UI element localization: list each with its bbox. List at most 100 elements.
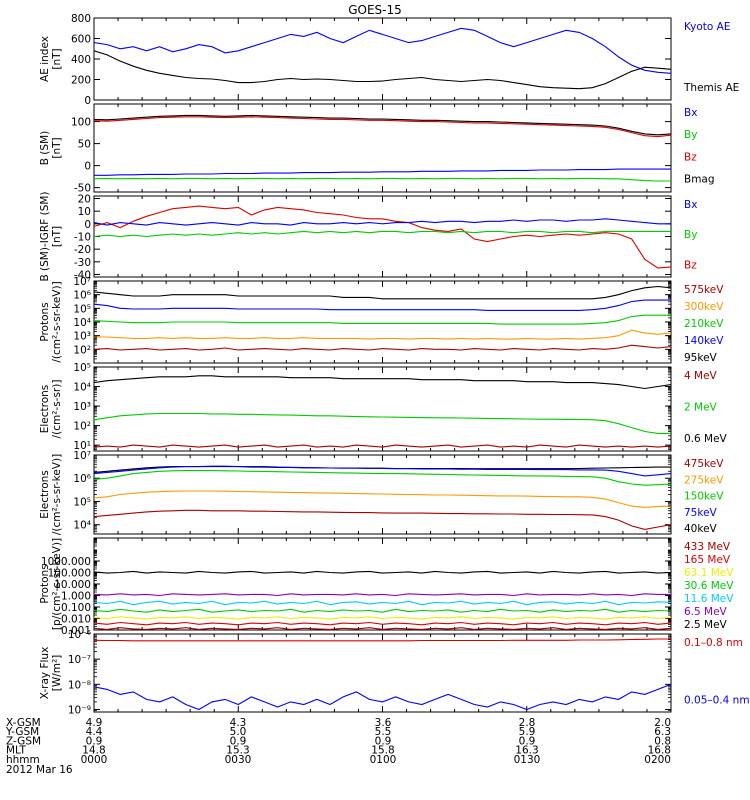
series-line-2-mev <box>94 412 671 434</box>
y-tick-label: 10² <box>73 421 91 433</box>
series-line-bz <box>94 116 671 138</box>
series-line-11-6-mev <box>94 600 671 606</box>
legend-entry: 40keV <box>684 523 718 535</box>
panel-frame <box>93 17 672 101</box>
legend-entry: 165 MeV <box>684 554 731 566</box>
series-line-bmag <box>94 114 671 136</box>
series-line-0-6-mev <box>94 375 671 390</box>
y-axis-label: AE index <box>39 36 51 82</box>
footer-value: 4.9 <box>86 717 103 729</box>
series-line-bx <box>94 218 671 226</box>
y-tick-label: 10³ <box>73 331 91 343</box>
footer-row-label: Z-GSM <box>6 735 41 747</box>
y-axis-label: [nT] <box>51 137 63 158</box>
series-line-150kev <box>94 470 671 486</box>
y-tick-label: 10 <box>78 206 91 218</box>
series-line-575kev <box>94 344 671 351</box>
legend-entry: Kyoto AE <box>684 21 730 33</box>
series-line-2-5-mev <box>94 570 671 574</box>
panel-bsm: -50 0 50 100 B (SM) [nT] Bx By Bz Bmag <box>39 103 715 195</box>
legend-entry: 0.05–0.4 nm <box>684 695 750 707</box>
y-tick-label: -30 <box>74 257 91 269</box>
footer-value: 15.8 <box>371 745 394 757</box>
series-line-6-5-mev <box>94 593 671 597</box>
panel-protons2: 0.0010.0100.1001.00010.000100.0001000.00… <box>39 537 734 637</box>
series-line-4-mev <box>94 444 671 448</box>
footer-value: 5.9 <box>519 726 536 738</box>
legend-entry: 575keV <box>684 284 724 296</box>
y-tick-label: -50 <box>74 183 91 195</box>
y-tick-label: 1000.000 <box>41 556 91 568</box>
legend-entry: 0.6 MeV <box>684 433 728 445</box>
y-tick-label: -40 <box>74 269 91 281</box>
panel-frame <box>93 366 672 452</box>
y-axis-label: [nT] <box>51 226 63 247</box>
legend-entry: 4 MeV <box>684 370 718 382</box>
y-tick-label: 10⁴ <box>73 520 91 532</box>
legend-entry: 6.5 MeV <box>684 606 728 618</box>
legend-entry: 275keV <box>684 474 724 486</box>
panel-xray: 10⁻⁹ 10⁻⁸ 10⁻⁷ 10⁻⁶ X-ray Flux [W/m²] 0.1–0.8 … <box>39 629 750 716</box>
y-tick-label: 10⁵ <box>73 362 91 374</box>
series-line-kyoto-ae <box>94 27 671 74</box>
y-tick-label: 1.000 <box>61 591 91 603</box>
y-tick-label: 0.100 <box>61 602 91 614</box>
series-line-0-1-0-8-nm <box>94 638 671 642</box>
footer-row-label: X-GSM <box>6 717 41 729</box>
panel-electrons2: 10⁴ 10⁵ 10⁶ 10⁷ Electrons/(cm²-s-sr-keV)] 475… <box>39 450 724 535</box>
footer-value: 0.8 <box>654 735 671 747</box>
y-axis-label: B (SM)-IGRF (SM) <box>39 191 51 281</box>
y-tick-label: 0.001 <box>61 625 91 637</box>
y-axis-label: /(cm²-s-sr)] <box>51 380 63 439</box>
y-tick-label: 10⁶ <box>73 290 91 302</box>
legend-entry: 75keV <box>684 507 718 519</box>
plot-title: GOES-15 <box>348 3 402 17</box>
series-line-by <box>94 177 671 182</box>
y-axis-label: Protons <box>39 564 51 603</box>
y-tick-label: 20 <box>78 194 91 206</box>
y-axis-label: [nT] <box>51 48 63 69</box>
series-line-63-1-mev <box>94 616 671 620</box>
legend-entry: By <box>684 129 697 141</box>
y-tick-label: 10⁻⁸ <box>68 679 91 691</box>
series-line-themis-ae <box>94 50 671 90</box>
footer-value: 3.6 <box>375 717 392 729</box>
y-tick-label: 50 <box>78 139 91 151</box>
legend-entry: Bz <box>684 259 697 271</box>
y-tick-label: 100.000 <box>48 568 91 580</box>
y-tick-label: -10 <box>74 232 91 244</box>
y-tick-label: 100 <box>71 117 91 129</box>
y-tick-label: 10⁵ <box>73 303 91 315</box>
y-axis-label: Protons <box>39 302 51 341</box>
legend-entry: 95keV <box>684 352 718 364</box>
legend-entry: 300keV <box>684 301 724 313</box>
footer-value: 4.4 <box>86 726 103 738</box>
footer-value: 0.9 <box>230 735 247 747</box>
footer-value: 0100 <box>370 754 397 766</box>
legend-entry: 2 MeV <box>684 402 718 414</box>
legend-entry: Bmag <box>684 174 715 186</box>
y-tick-label: 400 <box>71 54 91 66</box>
legend-entry: 11.6 MeV <box>684 593 734 605</box>
y-axis-label: X-ray Flux <box>39 647 51 700</box>
footer-value: 2.0 <box>654 717 671 729</box>
y-tick-label: -20 <box>74 244 91 256</box>
y-tick-label: 10² <box>73 344 91 356</box>
y-tick-label: 0 <box>84 95 91 107</box>
footer-value: 0.9 <box>519 735 536 747</box>
y-tick-label: 10⁷ <box>73 276 91 288</box>
series-line-275kev <box>94 490 671 508</box>
series-line-bx <box>94 168 671 176</box>
panel-frame <box>93 537 672 631</box>
y-tick-label: 10.000 <box>54 579 91 591</box>
y-tick-label: 800 <box>71 13 91 25</box>
series-line-75kev <box>94 465 671 477</box>
footer-row-label: MLT <box>6 745 26 757</box>
y-axis-label: B (SM) <box>39 131 51 165</box>
y-tick-label: 10⁷ <box>73 450 91 462</box>
footer-value: 0.9 <box>375 735 392 747</box>
legend-entry: 30.6 MeV <box>684 580 734 592</box>
y-axis-label: Electrons <box>39 470 51 519</box>
legend-entry: 63.1 MeV <box>684 567 734 579</box>
